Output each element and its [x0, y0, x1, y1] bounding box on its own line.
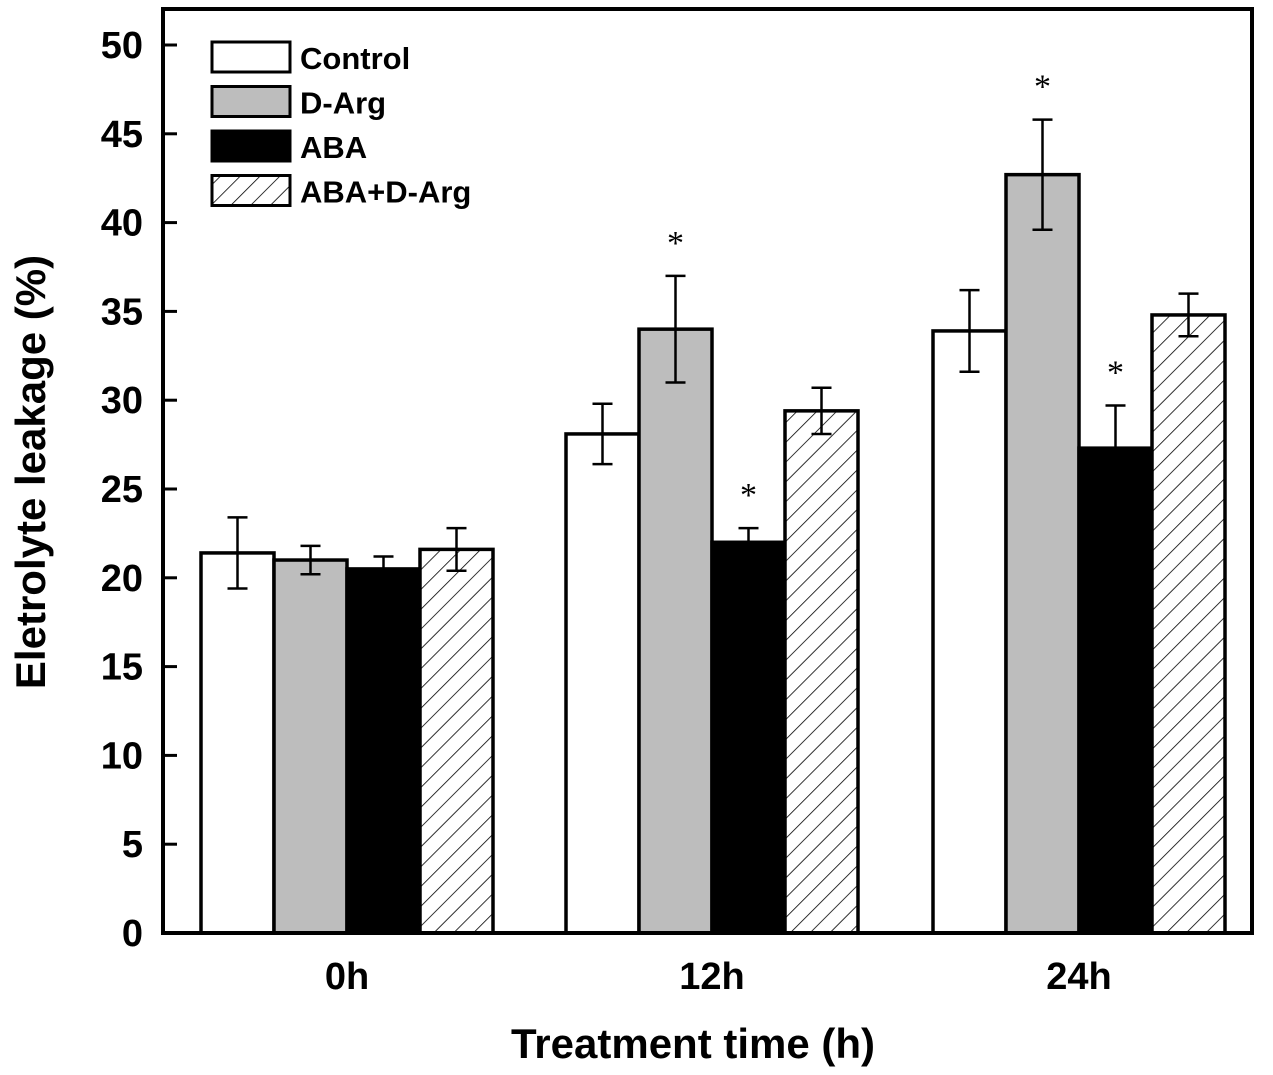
significance-markers-layer: * * * * — [667, 69, 1124, 514]
error-bars-layer — [227, 118, 1199, 590]
x-axis: 0h 12h 24h — [325, 919, 1112, 998]
bar-aba-d-arg-24h — [1150, 313, 1227, 935]
legend-label: ABA+D-Arg — [300, 175, 471, 210]
y-tick-label: 15 — [101, 647, 143, 689]
x-axis-title: Treatment time (h) — [511, 1020, 875, 1067]
bar-control-0h — [199, 551, 276, 935]
bar-control-12h — [564, 432, 641, 935]
bar-aba-0h — [345, 567, 422, 935]
y-tick-label: 40 — [101, 203, 143, 245]
x-tick-label: 24h — [1046, 956, 1111, 998]
y-tick-label: 25 — [101, 469, 143, 511]
legend: Control D-Arg ABA ABA+D-Arg — [210, 40, 471, 210]
y-tick-label: 20 — [101, 558, 143, 600]
y-tick-label: 10 — [101, 735, 143, 777]
legend-label: D-Arg — [300, 86, 386, 121]
significance-star: * — [1034, 69, 1051, 106]
x-tick-label: 0h — [325, 956, 369, 998]
bar-d-arg-0h — [272, 558, 349, 935]
legend-swatch-aba-d-arg — [210, 174, 292, 207]
y-tick-label: 0 — [122, 913, 143, 955]
y-tick-label: 5 — [122, 824, 143, 866]
bar-aba-12h — [710, 540, 787, 935]
legend-swatch-control — [210, 40, 292, 74]
legend-swatch-aba — [210, 129, 292, 163]
bar-aba-d-arg-12h — [783, 409, 860, 935]
y-tick-label: 30 — [101, 380, 143, 422]
y-axis-title: Eletrolyte leakage (%) — [7, 255, 54, 689]
y-tick-label: 35 — [101, 291, 143, 333]
plot-frame — [161, 7, 1254, 935]
y-tick-label: 50 — [101, 25, 143, 67]
y-tick-label: 45 — [101, 114, 143, 156]
significance-star: * — [667, 225, 684, 262]
y-axis: 0 5 10 15 20 25 30 35 40 45 50 — [101, 25, 177, 955]
legend-label: ABA — [300, 130, 367, 165]
x-tick-label: 12h — [679, 956, 744, 998]
significance-star: * — [1107, 355, 1124, 392]
bar-d-arg-12h — [637, 327, 714, 935]
significance-star: * — [740, 477, 757, 514]
bar-control-24h — [931, 329, 1008, 935]
legend-label: Control — [300, 41, 410, 76]
bars-layer — [199, 172, 1227, 935]
bar-aba-24h — [1077, 446, 1154, 935]
bar-aba-d-arg-0h — [418, 547, 495, 935]
bar-d-arg-24h — [1004, 172, 1081, 935]
legend-swatch-d-arg — [210, 85, 292, 118]
